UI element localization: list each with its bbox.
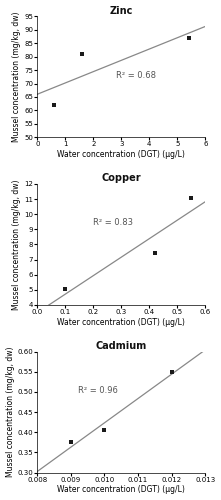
Title: Zinc: Zinc <box>110 6 133 16</box>
X-axis label: Water concentration (DGT) (μg/L): Water concentration (DGT) (μg/L) <box>57 318 185 327</box>
Y-axis label: Mussel concentration (mg/kg, dw): Mussel concentration (mg/kg, dw) <box>12 12 21 142</box>
X-axis label: Water concentration (DGT) (μg/L): Water concentration (DGT) (μg/L) <box>57 486 185 494</box>
Point <box>170 368 173 376</box>
Text: R² = 0.83: R² = 0.83 <box>93 218 133 227</box>
Title: Copper: Copper <box>101 173 141 183</box>
Text: R² = 0.68: R² = 0.68 <box>116 71 156 80</box>
Point <box>190 194 193 202</box>
Title: Cadmium: Cadmium <box>96 340 147 350</box>
Y-axis label: Mussel concentration (mg/kg, dw): Mussel concentration (mg/kg, dw) <box>12 179 21 310</box>
Point <box>80 50 84 58</box>
Point <box>187 34 190 42</box>
Text: R² = 0.96: R² = 0.96 <box>78 386 118 394</box>
Y-axis label: Mussel concentration (mg/kg, dw): Mussel concentration (mg/kg, dw) <box>6 347 15 478</box>
Point <box>103 426 106 434</box>
Point <box>52 101 56 109</box>
Point <box>63 285 67 293</box>
X-axis label: Water concentration (DGT) (μg/L): Water concentration (DGT) (μg/L) <box>57 150 185 160</box>
Point <box>69 438 73 446</box>
Point <box>153 248 157 256</box>
